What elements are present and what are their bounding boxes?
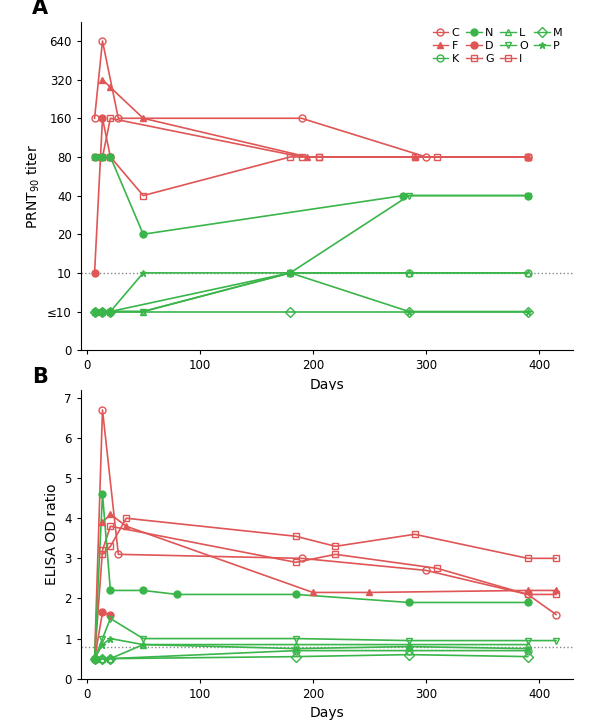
Y-axis label: ELISA OD ratio: ELISA OD ratio xyxy=(45,484,59,585)
Text: B: B xyxy=(32,367,47,387)
X-axis label: Days: Days xyxy=(310,378,344,392)
Y-axis label: PRNT$_{90}$ titer: PRNT$_{90}$ titer xyxy=(24,144,41,228)
X-axis label: Days: Days xyxy=(310,706,344,721)
Legend: C, F, K, N, D, G, L, O, I, M, P: C, F, K, N, D, G, L, O, I, M, P xyxy=(428,24,568,69)
Text: A: A xyxy=(32,0,48,18)
